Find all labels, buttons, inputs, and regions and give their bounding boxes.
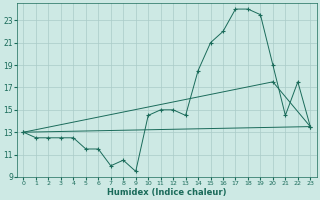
X-axis label: Humidex (Indice chaleur): Humidex (Indice chaleur) <box>107 188 227 197</box>
